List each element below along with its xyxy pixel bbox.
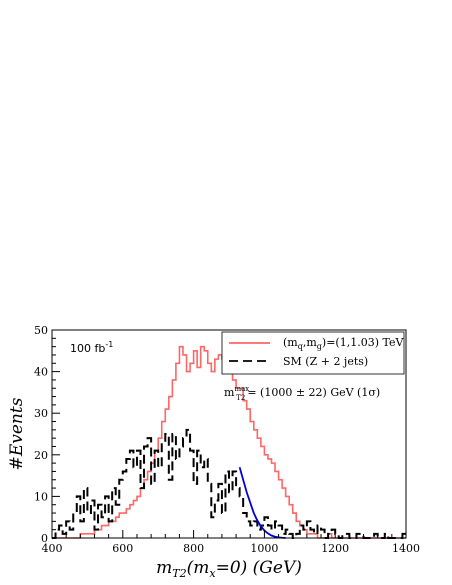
x-tick-label: 1400 bbox=[392, 542, 420, 555]
x-tick-label: 400 bbox=[42, 542, 63, 555]
legend-label-background: SM (Z + 2 jets) bbox=[283, 355, 368, 368]
y-tick-label: 20 bbox=[34, 449, 48, 462]
legend-label-signal: (mq,mg)=(1,1.03) TeV bbox=[283, 336, 404, 351]
x-tick-label: 1200 bbox=[321, 542, 349, 555]
legend: (mq,mg)=(1,1.03) TeV SM (Z + 2 jets) bbox=[221, 331, 405, 375]
luminosity-label: 100 fb-1 bbox=[70, 340, 113, 355]
endpoint-fit-line bbox=[238, 467, 286, 539]
y-axis-ticks: 0 10 20 30 40 50 bbox=[34, 324, 60, 545]
y-tick-label: 40 bbox=[34, 366, 48, 379]
histogram-lines bbox=[52, 345, 406, 539]
x-tick-label: 800 bbox=[183, 542, 204, 555]
y-axis-label: #Events bbox=[7, 397, 27, 470]
x-tick-label: 600 bbox=[112, 542, 133, 555]
legend-box bbox=[221, 331, 405, 375]
y-tick-label: 10 bbox=[34, 490, 48, 503]
mt2-max-annotation: mmax T2 = (1000 ± 22) GeV (1σ) bbox=[224, 385, 380, 402]
background-histogram bbox=[52, 428, 406, 539]
y-tick-label: 0 bbox=[41, 532, 48, 545]
x-tick-label: 1000 bbox=[250, 542, 278, 555]
y-tick-label: 30 bbox=[34, 407, 48, 420]
axes bbox=[51, 329, 407, 539]
x-axis-ticks: 400 600 800 1000 1200 1400 bbox=[42, 530, 420, 555]
x-axis-label: mT2(mx=0) (GeV) bbox=[156, 558, 302, 580]
plot-frame bbox=[51, 329, 407, 539]
y-tick-label: 50 bbox=[34, 324, 48, 337]
